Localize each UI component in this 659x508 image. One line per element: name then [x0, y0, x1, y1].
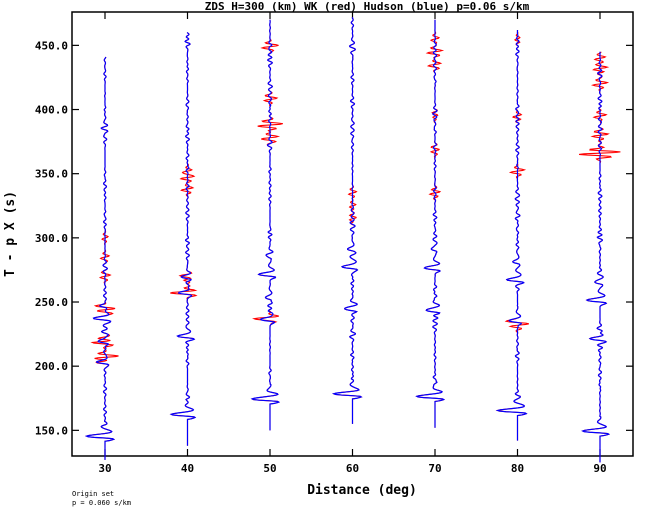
y-axis-label: T - p X (s) [3, 191, 18, 277]
trace-90-deg [578, 51, 621, 463]
wk-trace-line [84, 56, 119, 460]
y-tick-label: 150.0 [35, 424, 68, 437]
x-tick-label: 90 [593, 462, 606, 475]
trace-80-deg [495, 29, 529, 441]
hudson-trace-line [581, 51, 611, 463]
x-axis-label: Distance (deg) [307, 483, 417, 498]
hudson-trace-line [331, 17, 363, 424]
y-tick-label: 350.0 [35, 168, 68, 181]
y-axis: 150.0 200.0 250.0 300.0 350.0 400.0 450.0 [35, 39, 633, 437]
trace-40-deg [169, 32, 198, 446]
footer-line-2: p = 0.060 s/km [72, 499, 131, 507]
x-tick-label: 70 [428, 462, 441, 475]
trace-70-deg [415, 19, 446, 428]
chart-title: ZDS H=300 (km) WK (red) Hudson (blue) p=… [205, 0, 530, 13]
y-tick-label: 250.0 [35, 296, 68, 309]
x-tick-label: 40 [181, 462, 194, 475]
y-tick-label: 450.0 [35, 39, 68, 52]
y-tick-label: 400.0 [35, 104, 68, 117]
wk-trace-line [169, 32, 198, 446]
traces-group [84, 17, 621, 463]
hudson-trace-line [84, 56, 116, 460]
y-tick-label: 300.0 [35, 232, 68, 245]
y-tick-label: 200.0 [35, 360, 68, 373]
wk-trace-line [250, 19, 283, 431]
x-tick-label: 50 [263, 462, 276, 475]
x-tick-label: 80 [511, 462, 524, 475]
footer-line-1: Origin set [72, 490, 114, 498]
wk-trace-line [332, 17, 363, 424]
hudson-trace-line [169, 32, 197, 446]
hudson-trace-line [250, 19, 281, 431]
wk-trace-line [495, 29, 529, 441]
x-tick-label: 30 [98, 462, 111, 475]
trace-60-deg [331, 17, 363, 424]
trace-50-deg [250, 19, 283, 431]
hudson-trace-line [415, 19, 446, 428]
trace-30-deg [84, 56, 119, 460]
hudson-trace-line [495, 29, 528, 441]
wk-trace-line [415, 19, 446, 428]
x-tick-label: 60 [346, 462, 359, 475]
